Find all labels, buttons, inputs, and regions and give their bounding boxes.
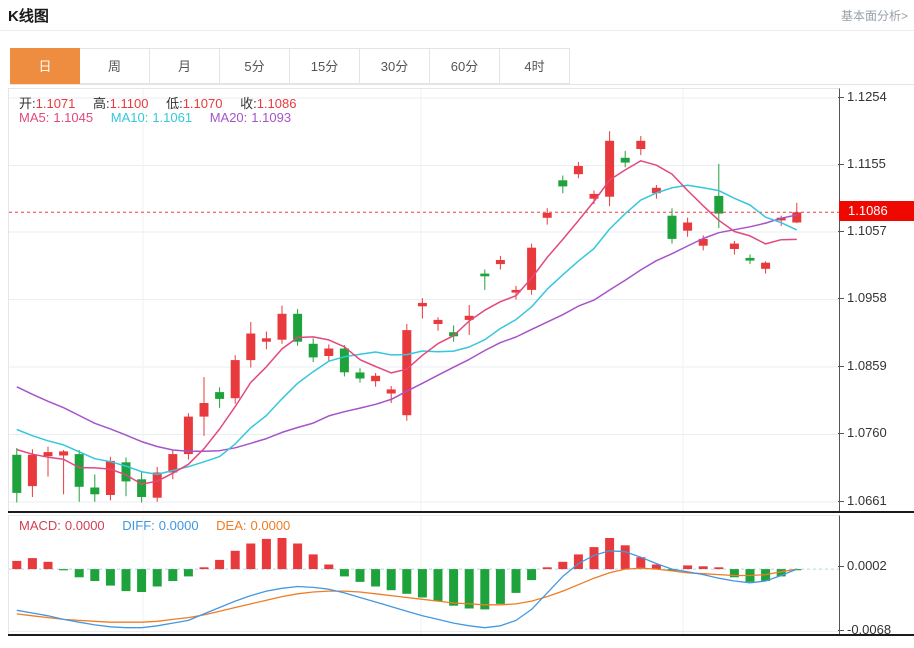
macd-canvas: [9, 516, 839, 635]
page-header: K线图 基本面分析>: [0, 0, 914, 31]
price-axis-label: 1.0958: [847, 290, 887, 305]
price-axis-label: 1.1155: [847, 156, 886, 171]
price-axis-label: 1.0661: [847, 493, 887, 508]
bottom-border: [8, 634, 914, 636]
macd-chart: MACD: 0.0000 DIFF: 0.0000 DEA: 0.0000: [8, 515, 840, 635]
price-axis-label: 1.0859: [847, 358, 887, 373]
tab-15分[interactable]: 15分: [290, 48, 360, 84]
price-axis-label: 1.1254: [847, 89, 887, 104]
tab-月[interactable]: 月: [150, 48, 220, 84]
tab-4时[interactable]: 4时: [500, 48, 570, 84]
tab-60分[interactable]: 60分: [430, 48, 500, 84]
period-tabbar: 日周月 5分 15分 30分 60分 4时: [10, 48, 914, 85]
tab-30分[interactable]: 30分: [360, 48, 430, 84]
tab-日[interactable]: 日: [10, 48, 80, 84]
price-axis-label: 1.0760: [847, 425, 887, 440]
macd-axis: 0.0002 -0.0068: [838, 515, 914, 637]
current-price-badge: 1.1086: [839, 201, 914, 221]
page-title: K线图: [8, 8, 49, 25]
macd-axis-label: 0.0002: [847, 558, 887, 573]
tab-周[interactable]: 周: [80, 48, 150, 84]
tab-5分[interactable]: 5分: [220, 48, 290, 84]
price-axis-label: 1.1057: [847, 223, 887, 238]
candlestick-chart: 开:1.1071 高:1.1100 低:1.1070 收:1.1086 MA5:…: [8, 88, 840, 512]
price-axis: 1.1254 1.1155 1.1057 1.0958 1.0859 1.0760 1.06…: [838, 88, 914, 511]
fundamental-analysis-link[interactable]: 基本面分析>: [840, 9, 908, 23]
panel-divider: [8, 511, 914, 513]
candlestick-canvas: [9, 89, 839, 512]
